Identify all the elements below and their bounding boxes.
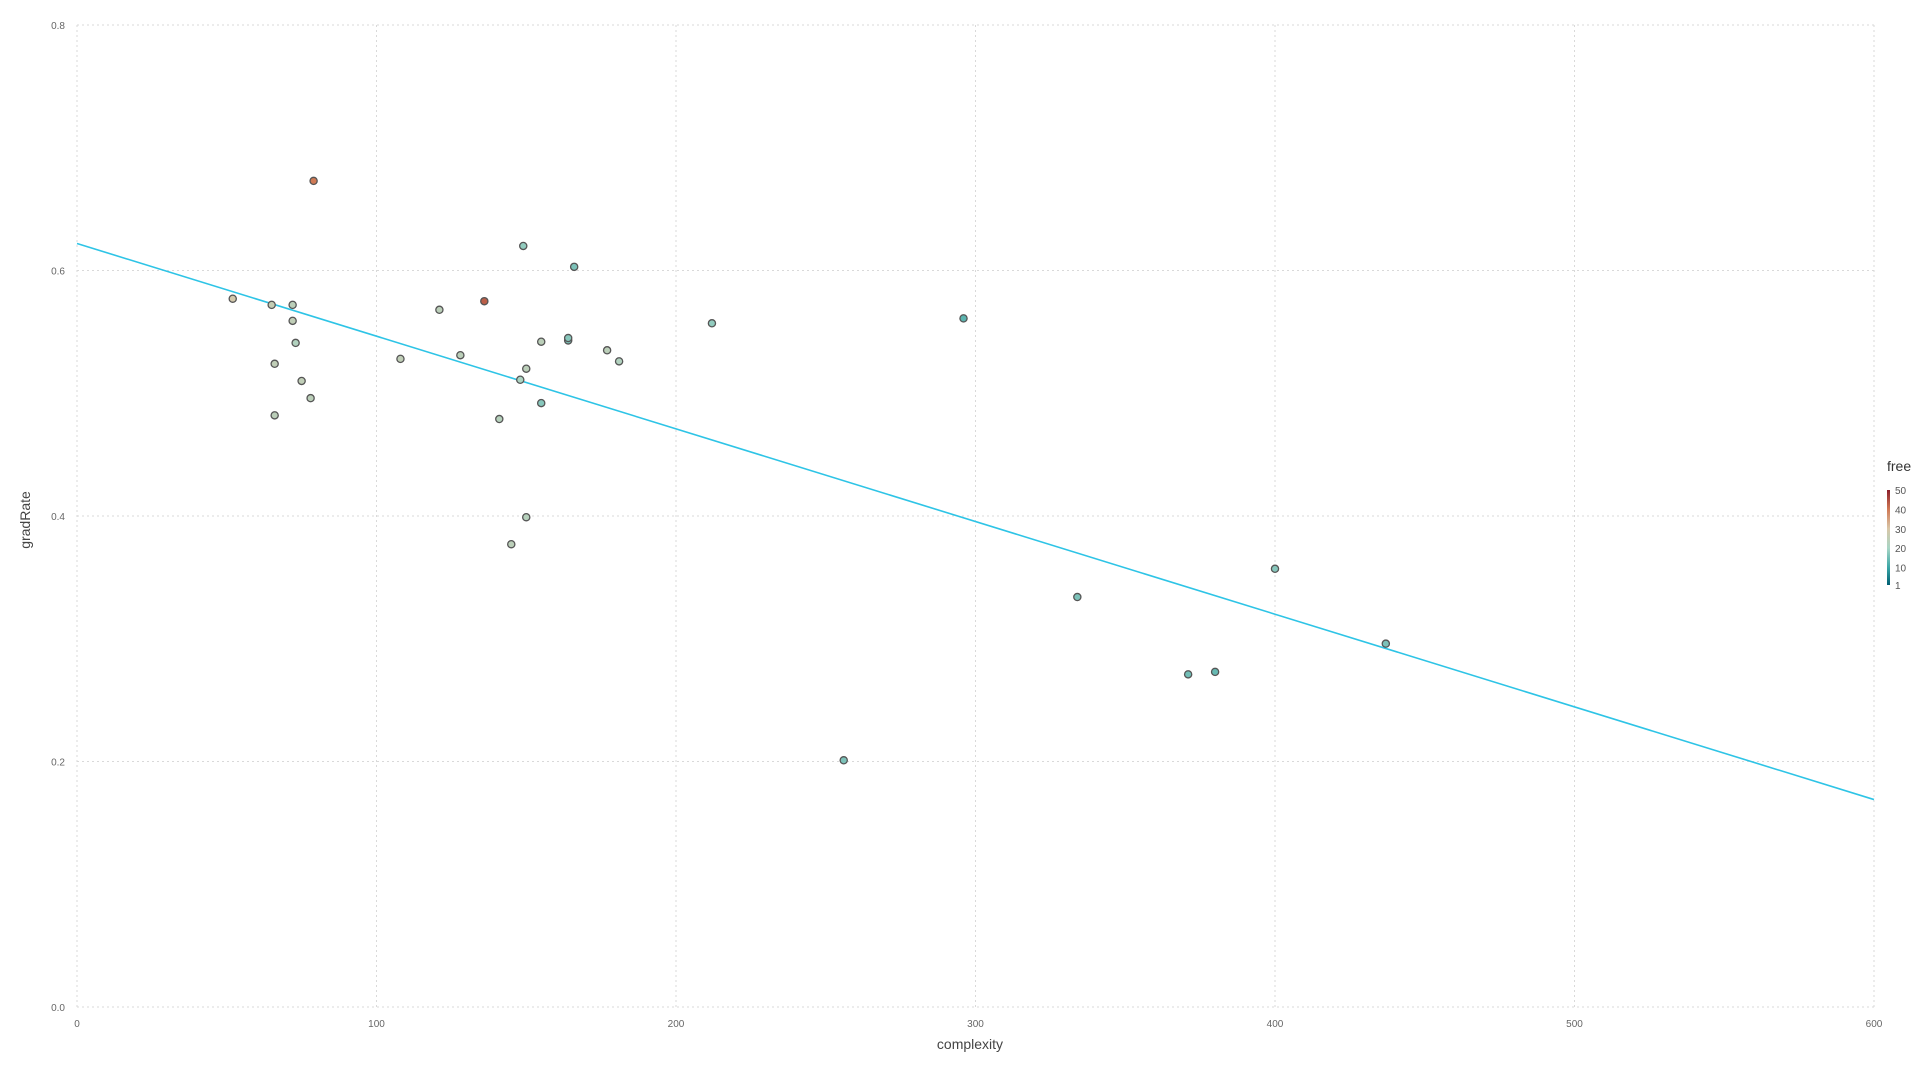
- legend-labels: 50 40 30 20 10 1: [1895, 486, 1907, 592]
- x-grid-lines: [76, 25, 1875, 1007]
- legend-label: 1: [1895, 581, 1901, 592]
- y-tick-labels: 0.0 0.2 0.4 0.6 0.8: [51, 21, 65, 1014]
- y-tick-label: 0.0: [51, 1003, 65, 1014]
- data-point: [435, 305, 444, 315]
- data-point: [270, 359, 279, 369]
- color-legend: free 50 40 30 20 10 1: [1887, 458, 1911, 592]
- data-point: [228, 294, 237, 303]
- legend-colorbar: [1887, 490, 1890, 585]
- data-point: [288, 316, 297, 326]
- data-point: [456, 350, 465, 360]
- data-point: [288, 300, 297, 310]
- data-point: [839, 756, 848, 765]
- data-point: [309, 176, 318, 186]
- data-point: [1381, 639, 1391, 648]
- data-point: [536, 337, 546, 346]
- data-point: [602, 346, 612, 355]
- data-point: [707, 319, 717, 328]
- data-point: [270, 411, 279, 420]
- legend-title: free: [1887, 458, 1911, 474]
- data-point: [1210, 667, 1220, 677]
- legend-label: 10: [1895, 564, 1907, 575]
- legend-label: 20: [1895, 544, 1907, 555]
- data-point: [563, 333, 573, 343]
- data-point: [1183, 670, 1193, 679]
- data-point: [396, 354, 405, 364]
- data-point: [516, 375, 525, 384]
- data-point: [480, 296, 489, 306]
- data-point: [522, 364, 531, 373]
- x-tick-labels: 0 100 200 300 400 500 600: [74, 1019, 1883, 1030]
- y-tick-label: 0.4: [51, 512, 65, 523]
- data-point: [614, 357, 624, 366]
- fit-line: [76, 242, 1875, 801]
- data-point: [519, 241, 528, 251]
- x-tick-label: 100: [368, 1019, 385, 1030]
- data-point: [306, 393, 315, 403]
- x-tick-label: 400: [1267, 1019, 1284, 1030]
- legend-label: 40: [1895, 505, 1907, 516]
- data-point: [959, 314, 968, 323]
- data-point: [522, 512, 531, 522]
- data-point: [1270, 564, 1280, 574]
- legend-label: 30: [1895, 525, 1907, 536]
- data-point: [569, 262, 579, 272]
- y-tick-label: 0.2: [51, 758, 65, 769]
- y-tick-label: 0.6: [51, 267, 65, 278]
- data-point: [495, 414, 504, 424]
- x-tick-label: 300: [967, 1019, 984, 1030]
- data-point: [507, 539, 516, 549]
- data-point: [1073, 592, 1082, 602]
- data-point: [536, 398, 546, 408]
- data-point: [297, 376, 306, 386]
- x-tick-label: 0: [74, 1019, 80, 1030]
- data-points: [228, 176, 1391, 765]
- x-tick-label: 200: [668, 1019, 685, 1030]
- y-axis-title: gradRate: [17, 491, 33, 549]
- data-point: [291, 338, 300, 348]
- legend-label: 50: [1895, 486, 1907, 497]
- x-tick-label: 500: [1566, 1019, 1583, 1030]
- x-axis-title: complexity: [937, 1036, 1003, 1052]
- x-tick-label: 600: [1866, 1019, 1883, 1030]
- data-point: [267, 300, 276, 310]
- y-tick-label: 0.8: [51, 21, 65, 32]
